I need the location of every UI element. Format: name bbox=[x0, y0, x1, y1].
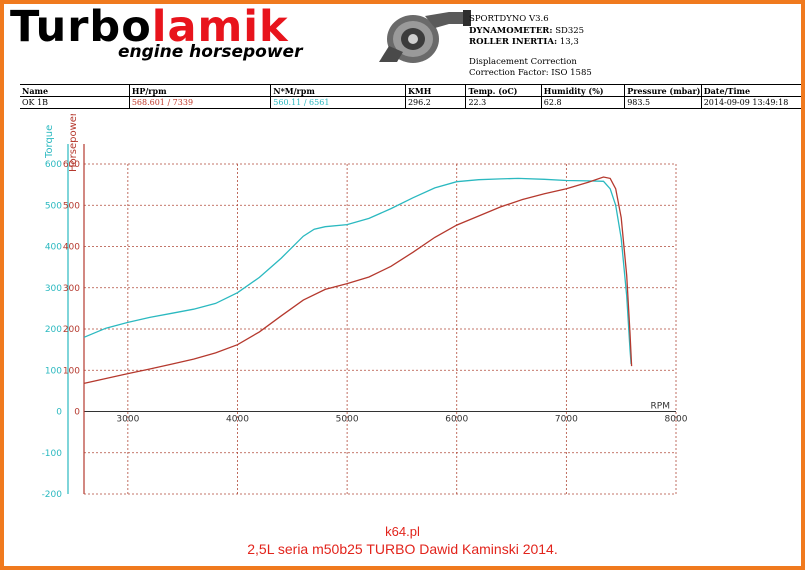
x-tick-label: 3000 bbox=[116, 415, 139, 425]
x-axis-label-rpm: RPM bbox=[651, 402, 670, 412]
chart-ticks: 600 500 400 300 200 100 0 -100 -200 600 500 400 300 2… bbox=[42, 160, 688, 500]
chart-grid bbox=[84, 163, 677, 495]
cell-nm: 560.11 / 6561 bbox=[270, 96, 406, 109]
correction-label: Displacement Correction bbox=[469, 56, 577, 67]
y-tick-label-torque: 300 bbox=[45, 284, 62, 294]
logo-wordmark: Turbolamik bbox=[10, 2, 289, 52]
series-line-hp bbox=[83, 176, 633, 385]
logo-tagline: engine horsepower bbox=[118, 42, 303, 62]
y-tick-label-horsepower: 500 bbox=[63, 201, 80, 211]
col-kmh: KMH bbox=[404, 84, 466, 97]
turbolamik-logo: Turbolamik engine horsepower bbox=[10, 2, 380, 74]
footer-site: k64.pl bbox=[385, 524, 420, 539]
x-tick-label: 8000 bbox=[665, 415, 688, 425]
cell-temp: 22.3 bbox=[465, 96, 542, 109]
x-tick-label: 7000 bbox=[555, 415, 578, 425]
y-tick-label-horsepower: 300 bbox=[63, 284, 80, 294]
header: Turbolamik engine horsepower SPORTDYNO V… bbox=[4, 2, 801, 84]
y-tick-label-horsepower: 0 bbox=[74, 408, 80, 418]
y-tick-label-torque: 100 bbox=[45, 366, 62, 376]
y-tick-label-horsepower: 600 bbox=[63, 160, 80, 170]
dyno-sheet: Turbolamik engine horsepower SPORTDYNO V… bbox=[4, 2, 801, 566]
col-datetime: Date/Time bbox=[700, 84, 801, 97]
y-tick-label-torque: 0 bbox=[56, 408, 62, 418]
dyno-chart: 600 500 400 300 200 100 0 -100 -200 600 500 400 300 2… bbox=[42, 114, 688, 500]
y-tick-label-torque: 600 bbox=[45, 160, 62, 170]
y-tick-label-torque: 500 bbox=[45, 201, 62, 211]
software-label: SPORTDYNO V3.6 bbox=[469, 14, 549, 24]
correction-factor: Correction Factor: ISO 1585 bbox=[469, 68, 592, 78]
cell-humidity: 62.8 bbox=[540, 96, 625, 109]
col-nm: N*M/rpm bbox=[270, 84, 406, 97]
col-pressure: Pressure (mbar) bbox=[624, 84, 702, 97]
col-hp: HP/rpm bbox=[128, 84, 271, 97]
results-table: Name HP/rpm N*M/rpm KMH Temp. (oC) Humid… bbox=[20, 84, 801, 109]
y-tick-label-horsepower: 200 bbox=[63, 325, 80, 335]
col-name: Name bbox=[20, 84, 130, 97]
x-tick-label: 4000 bbox=[226, 415, 249, 425]
y-tick-label-horsepower: 100 bbox=[63, 366, 80, 376]
x-tick-label: 5000 bbox=[336, 415, 359, 425]
x-tick-label: 6000 bbox=[445, 415, 468, 425]
y-tick-label-torque: 400 bbox=[45, 243, 62, 253]
results-header-row: Name HP/rpm N*M/rpm KMH Temp. (oC) Humid… bbox=[20, 84, 801, 97]
cell-kmh: 296.2 bbox=[404, 96, 466, 109]
y-tick-label-torque: 200 bbox=[45, 325, 62, 335]
y-axis-label-horsepower: Horsepower bbox=[68, 114, 79, 172]
y-tick-label-horsepower: 400 bbox=[63, 243, 80, 253]
col-humidity: Humidity (%) bbox=[540, 84, 625, 97]
table-row: OK 1B 568.601 / 7339 560.11 / 6561 296.2… bbox=[20, 96, 801, 109]
cell-datetime: 2014-09-09 13:49:18 bbox=[700, 96, 801, 109]
footer-caption: 2,5L seria m50b25 TURBO Dawid Kaminski 2… bbox=[247, 541, 558, 557]
y-tick-label-torque: -200 bbox=[42, 490, 63, 500]
chart-axes bbox=[67, 144, 676, 494]
cell-hp: 568.601 / 7339 bbox=[128, 96, 271, 109]
series-line-nm bbox=[83, 177, 632, 365]
y-tick-label-torque: -100 bbox=[42, 449, 63, 459]
dyno-info: SPORTDYNO V3.6 DYNAMOMETER: SD325 ROLLER… bbox=[469, 14, 592, 80]
col-temp: Temp. (oC) bbox=[465, 84, 542, 97]
chart-series bbox=[83, 176, 633, 385]
cell-pressure: 983.5 bbox=[624, 96, 702, 109]
turbocharger-icon bbox=[379, 10, 471, 63]
y-axis-label-torque: Torque bbox=[44, 125, 55, 159]
cell-name: OK 1B bbox=[20, 96, 130, 109]
inertia-line: ROLLER INERTIA: 13,3 bbox=[469, 37, 579, 47]
dynamometer-line: DYNAMOMETER: SD325 bbox=[469, 25, 585, 36]
